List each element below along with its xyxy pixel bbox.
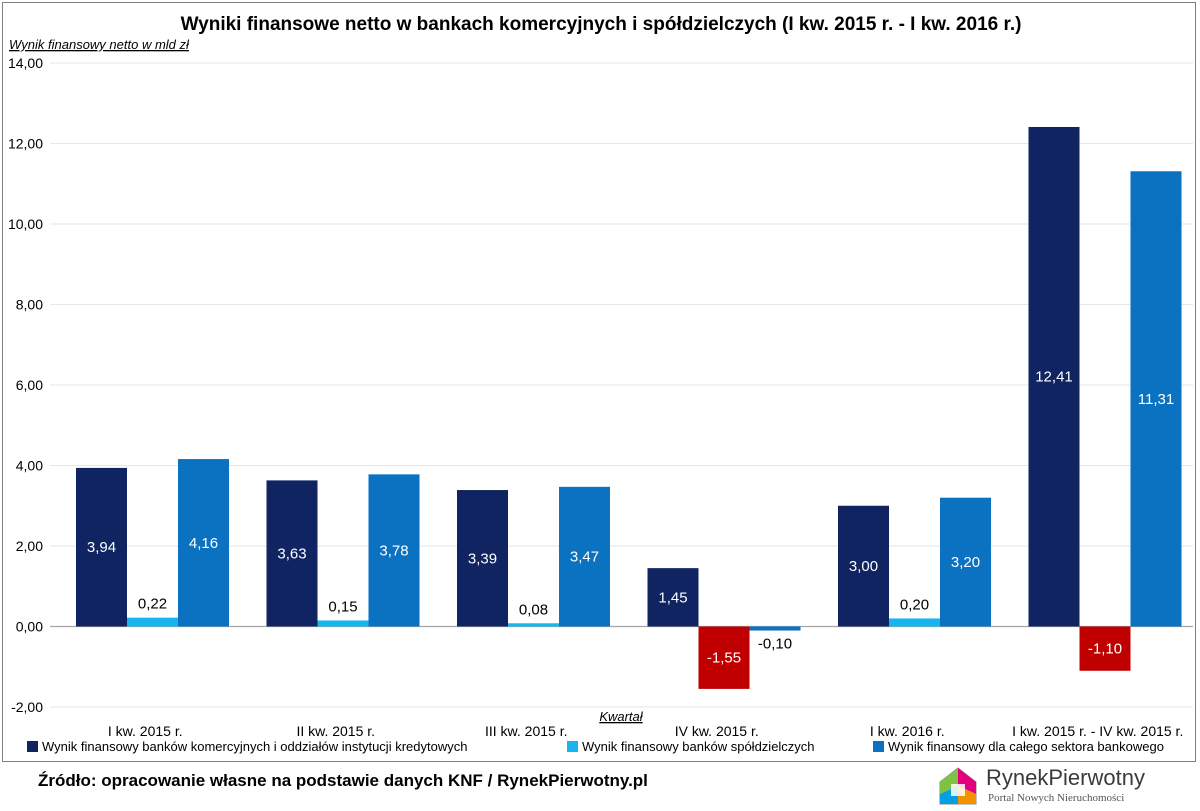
data-label: 11,31 [1138, 391, 1174, 408]
x-category-label: I kw. 2016 r. [870, 723, 945, 739]
logo-tagline: Portal Nowych Nieruchomości [988, 792, 1125, 804]
bar-series-2 [508, 623, 559, 627]
legend: Wynik finansowy banków komercyjnych i od… [27, 739, 1164, 754]
x-axis-categories: I kw. 2015 r. II kw. 2015 r. III kw. 2015 … [108, 723, 1183, 739]
grid-layer [50, 62, 1193, 708]
legend-swatch-3 [873, 741, 884, 752]
brand-logo[interactable]: RynekPierwotny Portal Nowych Nieruchomoś… [936, 764, 1198, 810]
y-tick-label: 8,00 [16, 297, 43, 313]
bar-series-1 [457, 490, 508, 627]
bar-series-3 [368, 474, 420, 627]
data-label: 3,00 [849, 558, 878, 575]
bar-series-1 [838, 505, 889, 627]
house-logo-icon [939, 767, 977, 805]
data-label: 0,15 [328, 598, 357, 615]
bar-series-1 [266, 480, 318, 627]
y-tick-label: 12,00 [8, 136, 43, 152]
y-tick-label: 4,00 [16, 458, 43, 474]
bar-series-3 [749, 626, 801, 631]
data-label: 3,78 [379, 542, 408, 559]
y-tick-label: 2,00 [16, 538, 43, 554]
y-tick-label: 0,00 [16, 619, 43, 635]
bar-series-2 [698, 626, 750, 689]
chart-frame: Wyniki finansowe netto w bankach komercy… [2, 2, 1196, 762]
data-label: 4,16 [189, 535, 218, 552]
data-label: 0,22 [138, 596, 167, 613]
bar-series-3 [559, 486, 610, 627]
legend-label-3: Wynik finansowy dla całego sektora banko… [888, 739, 1164, 754]
bar-series-2 [889, 618, 940, 627]
logo-name: RynekPierwotny [986, 765, 1145, 790]
data-label: 1,45 [658, 589, 687, 606]
data-label: 0,08 [519, 601, 548, 618]
bars [76, 126, 1182, 689]
y-tick-label: 14,00 [8, 55, 43, 71]
y-axis-title: Wynik finansowy netto w mld zł [9, 37, 190, 52]
bar-series-1 [1028, 126, 1080, 627]
y-tick-label: 6,00 [16, 377, 43, 393]
data-label: 0,20 [900, 596, 929, 613]
data-label: 12,41 [1035, 369, 1073, 386]
legend-label-2: Wynik finansowy banków spółdzielczych [582, 739, 815, 754]
y-axis-ticks: -2,00 0,00 2,00 4,00 6,00 8,00 10,00 12,00 14,00 [8, 55, 43, 715]
data-label: -0,10 [758, 636, 792, 653]
bar-series-3 [1130, 171, 1182, 627]
data-label: -1,55 [707, 650, 741, 667]
x-category-label: II kw. 2015 r. [296, 723, 375, 739]
data-label: 3,47 [570, 549, 599, 566]
bar-series-2 [1079, 626, 1131, 671]
data-label: 3,39 [468, 550, 497, 567]
legend-label-1: Wynik finansowy banków komercyjnych i od… [42, 739, 467, 754]
x-category-label: IV kw. 2015 r. [675, 723, 759, 739]
x-category-label: I kw. 2015 r. [108, 723, 183, 739]
chart-svg: Wyniki finansowe netto w bankach komercy… [8, 14, 1193, 754]
bar-series-3 [178, 459, 229, 627]
source-note: Źródło: opracowanie własne na podstawie … [38, 771, 648, 790]
bar-series-2 [317, 620, 369, 627]
x-category-label: I kw. 2015 r. - IV kw. 2015 r. [1012, 723, 1183, 739]
data-label: 3,94 [87, 539, 116, 556]
chart-title: Wyniki finansowe netto w bankach komercy… [181, 14, 1022, 35]
bar-series-2 [127, 617, 178, 627]
bar-series-1 [76, 467, 127, 627]
x-category-label: III kw. 2015 r. [485, 723, 568, 739]
bar-series-1 [647, 568, 699, 627]
legend-swatch-2 [567, 741, 578, 752]
data-label: -1,10 [1088, 641, 1122, 658]
data-label: 3,20 [951, 554, 980, 571]
data-label: 3,63 [277, 545, 306, 562]
bar-series-3 [940, 497, 991, 627]
data-labels: 3,94 0,22 4,16 3,63 0,15 3,78 3,39 0,08 3,47 1,45… [87, 369, 1174, 667]
legend-swatch-1 [27, 741, 38, 752]
x-axis-title: Kwartał [599, 709, 643, 724]
y-tick-label: -2,00 [11, 699, 43, 715]
y-tick-label: 10,00 [8, 216, 43, 232]
